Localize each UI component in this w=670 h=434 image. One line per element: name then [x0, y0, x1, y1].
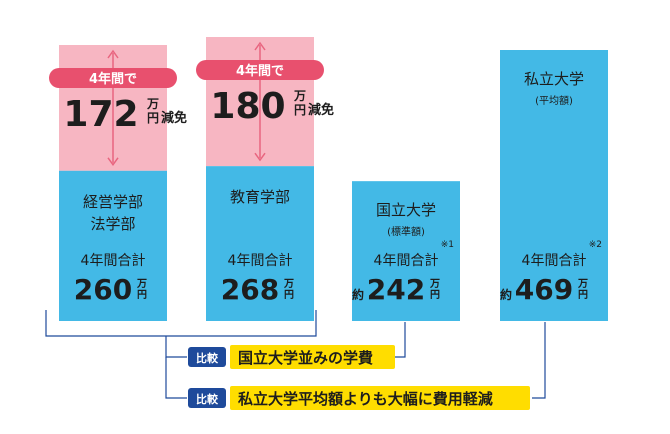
total-label: 4年間合計 [374, 253, 439, 269]
tuition-bar [206, 166, 314, 321]
comparison-tag-label: 比較 [196, 392, 219, 406]
arrow-up-icon [254, 41, 266, 51]
comparison-highlight [230, 386, 530, 410]
reduction-value: 172 [63, 94, 138, 135]
total-unit-bottom: 円 [430, 289, 440, 301]
arrow-down-icon [254, 152, 266, 162]
approx-prefix: 約 [352, 287, 364, 302]
reduction-suffix: 減免 [161, 110, 187, 126]
arrow-up-icon [107, 49, 119, 59]
total-value: 469 [515, 273, 573, 306]
reduction-unit-top: 万 [293, 89, 306, 103]
total-unit-top: 万 [577, 278, 588, 290]
total-value: 268 [221, 273, 279, 306]
reduction-badge [49, 68, 177, 88]
tuition-bar [59, 170, 167, 321]
total-value: 260 [74, 273, 132, 306]
connector-private [532, 322, 546, 399]
comparison-text: 国立大学並みの学費 [238, 349, 373, 367]
reduction-badge-label: 4年間で [89, 71, 137, 87]
total-unit-bottom: 円 [137, 289, 147, 301]
comparison-text: 私立大学平均額よりも大幅に費用軽減 [237, 390, 493, 408]
comparison-tag [188, 347, 226, 367]
total-unit-bottom: 円 [578, 289, 588, 301]
total-unit-top: 万 [429, 278, 440, 290]
total-unit-top: 万 [283, 278, 294, 290]
reduction-value: 180 [210, 86, 285, 127]
total-value: 242 [367, 273, 425, 306]
footnote-mark: ※2 [589, 240, 602, 250]
reduction-badge-label: 4年間で [236, 63, 284, 79]
bracket-primary [45, 310, 317, 337]
tuition-bar [352, 181, 460, 321]
reduction-suffix: 減免 [308, 102, 334, 118]
approx-prefix: 約 [500, 287, 512, 302]
bar-category-label: 私立大学 [524, 70, 584, 88]
bar-category-label: 経営学部 [83, 193, 143, 211]
connector-2 [165, 357, 187, 399]
bar-sub-label: (平均額) [535, 94, 573, 107]
bar-category-label: 教育学部 [230, 188, 290, 206]
comparison-tag-label: 比較 [196, 351, 219, 365]
total-label: 4年間合計 [228, 253, 293, 269]
comparison-tag [188, 388, 226, 408]
reduction-unit-top: 万 [146, 97, 159, 111]
footnote-mark: ※1 [441, 240, 454, 250]
total-unit-bottom: 円 [284, 289, 294, 301]
tuition-bar [500, 50, 608, 321]
bar-category-label: 法学部 [90, 215, 135, 233]
total-label: 4年間合計 [81, 253, 146, 269]
total-label: 4年間合計 [522, 253, 587, 269]
reduction-unit-bottom: 円 [294, 103, 306, 117]
connector-1 [165, 336, 187, 358]
reduction-badge [196, 60, 324, 80]
bar-category-label: 国立大学 [376, 201, 436, 219]
comparison-highlight [230, 345, 395, 369]
arrow-down-icon [107, 157, 119, 167]
total-unit-top: 万 [136, 278, 147, 290]
connector-national [395, 322, 406, 358]
bar-sub-label: (標準額) [387, 225, 425, 238]
reduction-unit-bottom: 円 [147, 111, 159, 125]
